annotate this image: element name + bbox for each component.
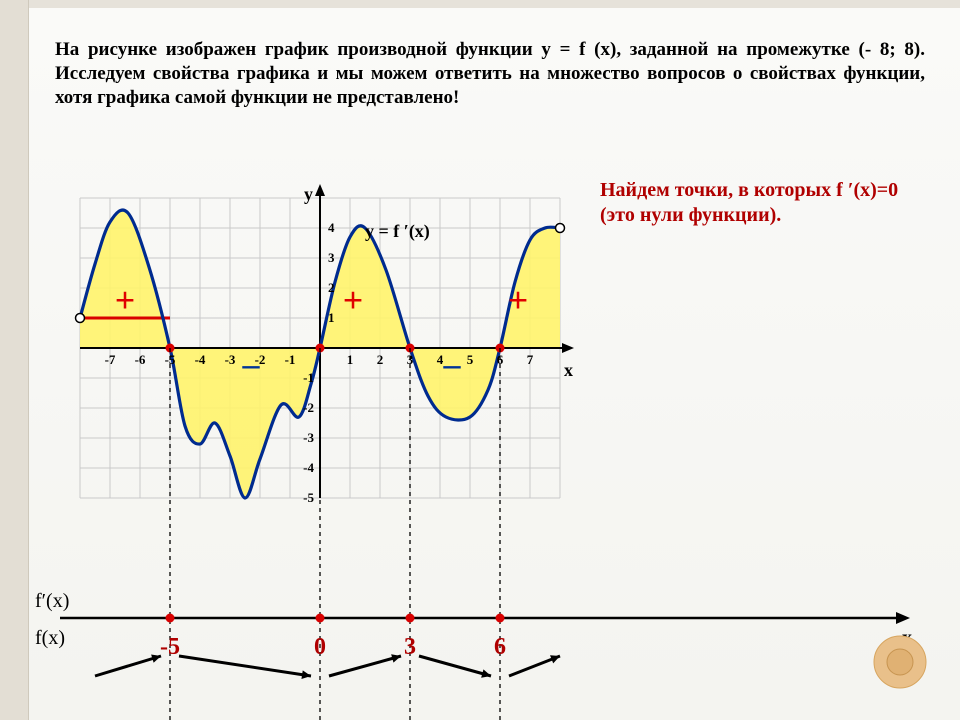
svg-text:-1: -1 [285, 352, 296, 367]
svg-text:-6: -6 [135, 352, 146, 367]
svg-text:+: + [115, 280, 136, 320]
svg-text:-5: -5 [165, 352, 176, 367]
svg-text:y = f ′(x): y = f ′(x) [365, 221, 430, 242]
svg-text:-5: -5 [303, 490, 314, 505]
svg-text:0: 0 [314, 634, 326, 660]
svg-text:–: – [242, 346, 261, 383]
derivative-chart: -7-6-5-4-3-2-11234567-5-4-3-2-11234xyy =… [60, 178, 580, 518]
side-text: Найдем точки, в которых f ′(x)=0 (это ну… [600, 178, 920, 228]
svg-text:5: 5 [467, 352, 474, 367]
svg-text:6: 6 [494, 634, 506, 660]
svg-text:x: x [564, 360, 573, 380]
svg-text:6: 6 [497, 352, 504, 367]
svg-text:+: + [343, 280, 364, 320]
svg-text:-2: -2 [303, 400, 314, 415]
svg-text:3: 3 [407, 352, 414, 367]
main-text: На рисунке изображен график производной … [55, 38, 925, 109]
svg-text:-7: -7 [105, 352, 116, 367]
corner-disc-icon [870, 632, 930, 692]
sign-axis: x-5036 [40, 573, 920, 703]
svg-text:–: – [443, 346, 462, 383]
svg-text:3: 3 [404, 634, 416, 660]
svg-text:-5: -5 [160, 634, 180, 660]
svg-text:y: y [304, 184, 313, 204]
left-tab [0, 0, 29, 720]
svg-text:-4: -4 [195, 352, 206, 367]
slide: На рисунке изображен график производной … [0, 0, 960, 720]
svg-text:1: 1 [347, 352, 354, 367]
svg-text:-1: -1 [303, 370, 314, 385]
svg-text:-3: -3 [225, 352, 236, 367]
svg-text:7: 7 [527, 352, 534, 367]
svg-text:-4: -4 [303, 460, 314, 475]
svg-text:+: + [508, 280, 529, 320]
svg-text:4: 4 [328, 220, 335, 235]
svg-text:1: 1 [328, 310, 335, 325]
svg-text:2: 2 [377, 352, 384, 367]
svg-text:2: 2 [328, 280, 335, 295]
svg-text:-3: -3 [303, 430, 314, 445]
svg-text:3: 3 [328, 250, 335, 265]
